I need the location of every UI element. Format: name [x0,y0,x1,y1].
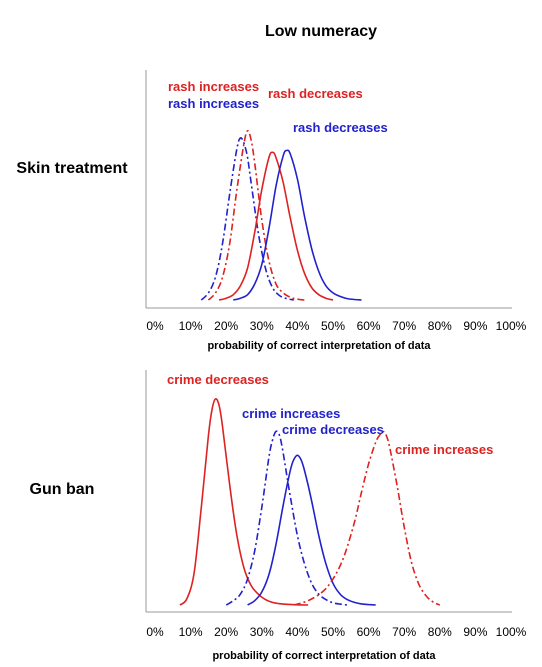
annotation-crime-decreases-red: crime decreases [167,372,269,387]
annotation-rash-increases-red: rash increases [168,79,259,94]
x-tick-label: 0% [146,625,164,639]
annotation-rash-increases-blue: rash increases [168,96,259,111]
row-label-skin-treatment: Skin treatment [16,160,128,177]
x-tick-label: 40% [285,319,309,333]
x-tick-label: 40% [285,625,309,639]
x-tick-label: 50% [321,319,345,333]
x-tick-label: 50% [321,625,345,639]
x-tick-label: 90% [463,319,487,333]
annotation-rash-decreases-blue: rash decreases [293,120,388,135]
x-tick-label: 90% [463,625,487,639]
x-tick-label: 100% [496,625,527,639]
panel-gun-ban: Gun ban 0% 10% 20% 30% 40% 50% 60% 70% 80% 90% 100… [30,370,527,662]
series-line-crime-decreases-0 [179,397,309,606]
x-tick-label: 60% [357,319,381,333]
series-line-rash-increases-0 [207,130,305,301]
x-tick-label: 30% [250,625,274,639]
series-group [200,130,362,301]
panel-skin-treatment: Skin treatment 0% 10% 20% 30% 40% 50% 60% 70% 80… [16,70,527,352]
figure-title: Low numeracy [265,23,377,40]
x-tick-label: 70% [392,319,416,333]
x-tick-label: 20% [214,625,238,639]
x-tick-label: 30% [250,319,274,333]
x-tick-label: 70% [392,625,416,639]
series-line-crime-increases-1 [225,430,348,606]
x-tick-label: 0% [146,319,164,333]
row-label-gun-ban: Gun ban [30,481,95,498]
x-tick-labels: 0% 10% 20% 30% 40% 50% 60% 70% 80% 90% 100% [146,625,526,639]
series-group [179,397,441,606]
x-axis-label: probability of correct interpretation of… [207,340,431,352]
annotation-rash-decreases-red: rash decreases [268,86,363,101]
series-line-rash-decreases-3 [233,149,362,301]
series-line-crime-decreases-2 [247,454,376,606]
series-line-rash-decreases-2 [218,151,334,301]
x-tick-labels: 0% 10% 20% 30% 40% 50% 60% 70% 80% 90% 100% [146,319,526,333]
annotation-crime-decreases-blue: crime decreases [282,422,384,437]
x-tick-label: 10% [179,319,203,333]
x-tick-label: 100% [496,319,527,333]
x-tick-label: 60% [357,625,381,639]
annotation-crime-increases-blue: crime increases [242,406,340,421]
x-axis-label: probability of correct interpretation of… [212,650,436,662]
series-line-rash-increases-1 [200,137,294,301]
annotation-crime-increases-red: crime increases [395,442,493,457]
x-tick-label: 80% [428,625,452,639]
x-tick-label: 10% [179,625,203,639]
series-line-crime-increases-3 [293,430,441,606]
x-tick-label: 80% [428,319,452,333]
x-tick-label: 20% [214,319,238,333]
